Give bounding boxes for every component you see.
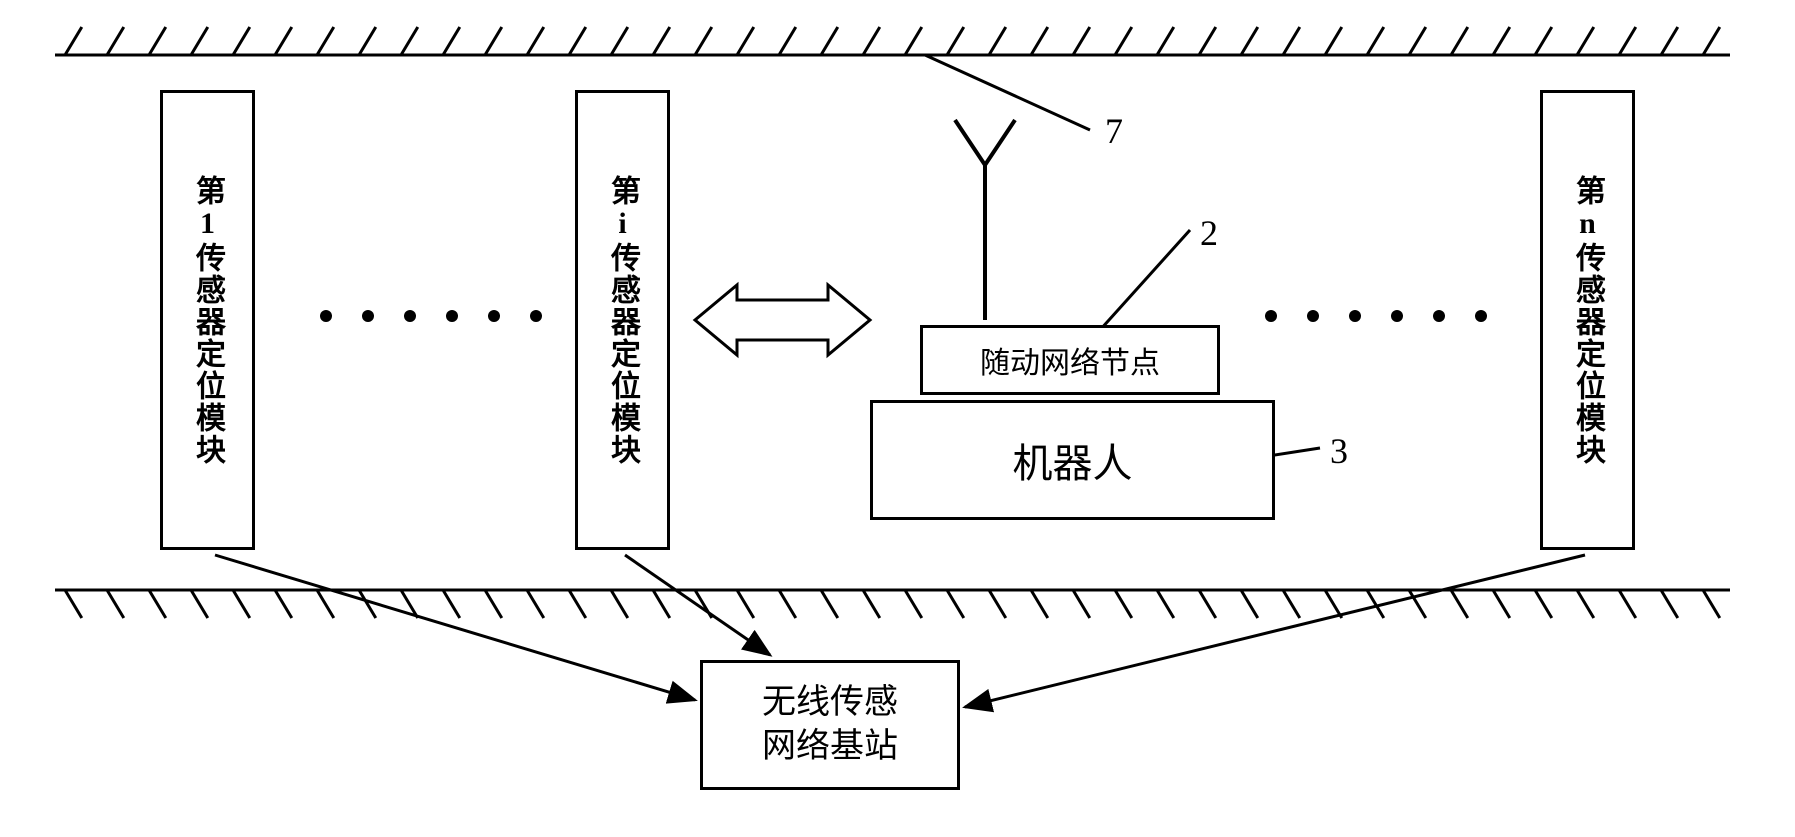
diagram-stage: 第1传感器定位模块 第i传感器定位模块 第n传感器定位模块 随动网络节点 机器人… bbox=[0, 0, 1795, 837]
callout-label-7: 7 bbox=[1105, 110, 1123, 152]
ellipsis-dots-right bbox=[1265, 310, 1487, 322]
mobile-node-label: 随动网络节点 bbox=[980, 338, 1160, 382]
robot-box: 机器人 bbox=[870, 400, 1275, 520]
callout-label-2: 2 bbox=[1200, 212, 1218, 254]
ellipsis-dots-left bbox=[320, 310, 542, 322]
base-station-label: 无线传感 网络基站 bbox=[762, 681, 898, 769]
sensor-module-i: 第i传感器定位模块 bbox=[575, 90, 670, 550]
sensor-module-n: 第n传感器定位模块 bbox=[1540, 90, 1635, 550]
sensor-module-1: 第1传感器定位模块 bbox=[160, 90, 255, 550]
base-station-box: 无线传感 网络基站 bbox=[700, 660, 960, 790]
callout-label-3: 3 bbox=[1330, 430, 1348, 472]
mobile-network-node: 随动网络节点 bbox=[920, 325, 1220, 395]
robot-label: 机器人 bbox=[1013, 431, 1133, 489]
